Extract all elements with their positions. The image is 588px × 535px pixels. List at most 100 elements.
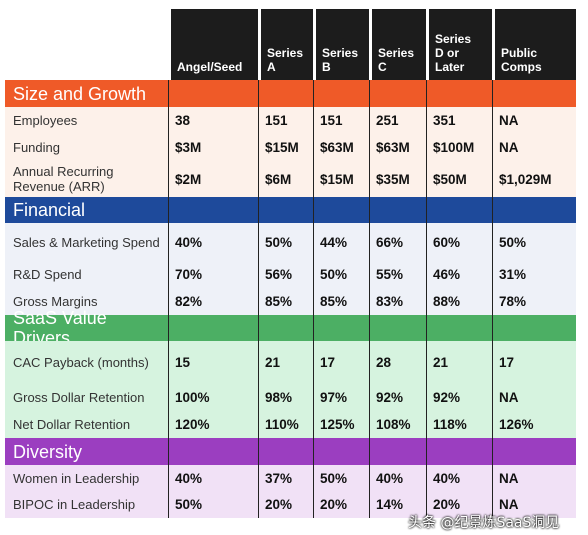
table-cell: 151	[258, 107, 313, 134]
column-header: Series B	[313, 9, 369, 80]
table-cell: 151	[313, 107, 369, 134]
table-cell: NA	[492, 107, 576, 134]
section-band	[313, 315, 369, 341]
table-cell: 37%	[258, 465, 313, 491]
section-band	[258, 197, 313, 223]
table-cell: 56%	[258, 261, 313, 288]
row-label: Women in Leadership	[5, 465, 168, 491]
section-band	[168, 315, 258, 341]
table-cell: 351	[426, 107, 492, 134]
section-band	[426, 80, 492, 107]
table-cell: 70%	[168, 261, 258, 288]
section-title: Size and Growth	[5, 80, 168, 107]
section-band	[492, 315, 576, 341]
table-cell: $50M	[426, 161, 492, 197]
column-header: Public Comps	[492, 9, 576, 80]
table-cell: 20%	[313, 491, 369, 518]
table-cell: 44%	[313, 223, 369, 261]
table-cell: 40%	[369, 465, 426, 491]
section-band	[369, 438, 426, 465]
table-cell: 98%	[258, 384, 313, 411]
column-header-label: Angel/Seed	[177, 60, 243, 74]
column-header: Series C	[369, 9, 426, 80]
table-cell: NA	[492, 465, 576, 491]
table-cell: NA	[492, 491, 576, 518]
table-cell: 60%	[426, 223, 492, 261]
watermark: 头条 @纪景炼SaaS洞见	[408, 515, 560, 531]
section-band	[168, 80, 258, 107]
row-label: BIPOC in Leadership	[5, 491, 168, 518]
table-cell: NA	[492, 134, 576, 161]
table-cell: 88%	[426, 288, 492, 315]
section-title: Diversity	[5, 438, 168, 465]
table-cell: $100M	[426, 134, 492, 161]
row-label: Net Dollar Retention	[5, 411, 168, 438]
column-header: Series A	[258, 9, 313, 80]
section-band	[168, 197, 258, 223]
row-label: R&D Spend	[5, 261, 168, 288]
section-band	[426, 315, 492, 341]
section-band	[426, 438, 492, 465]
table-cell: $63M	[369, 134, 426, 161]
section-band	[258, 438, 313, 465]
row-label: Gross Dollar Retention	[5, 384, 168, 411]
column-header-label: Series A	[267, 46, 304, 74]
table-cell: 110%	[258, 411, 313, 438]
table-cell: 17	[313, 341, 369, 384]
header-corner	[5, 9, 168, 80]
table-cell: 118%	[426, 411, 492, 438]
row-label: Gross Margins	[5, 288, 168, 315]
column-header: Series D or Later	[426, 9, 492, 80]
table-cell: $63M	[313, 134, 369, 161]
table-cell: 100%	[168, 384, 258, 411]
section-title: SaaS Value Drivers	[5, 308, 168, 348]
table-cell: 40%	[168, 223, 258, 261]
column-header-label: Series C	[378, 46, 415, 74]
table-cell: 92%	[369, 384, 426, 411]
column-header-label: Public Comps	[501, 46, 542, 74]
table-cell: 17	[492, 341, 576, 384]
comparison-table: Angel/Seed Series A Series B Series C Se…	[5, 9, 585, 531]
table-cell: 50%	[313, 261, 369, 288]
table-cell: 15	[168, 341, 258, 384]
section-band	[313, 438, 369, 465]
section-band	[168, 438, 258, 465]
table-cell: 50%	[313, 465, 369, 491]
section-band	[258, 315, 313, 341]
table-cell: 50%	[168, 491, 258, 518]
section-band	[369, 197, 426, 223]
table-cell: $35M	[369, 161, 426, 197]
table-cell: 20%	[258, 491, 313, 518]
section-band	[369, 80, 426, 107]
section-band	[369, 315, 426, 341]
table-cell: 55%	[369, 261, 426, 288]
table-cell: $2M	[168, 161, 258, 197]
section-band	[492, 80, 576, 107]
column-header: Angel/Seed	[168, 9, 258, 80]
table-cell: 21	[258, 341, 313, 384]
row-label: Annual Recurring Revenue (ARR)	[5, 161, 168, 197]
table-cell: 125%	[313, 411, 369, 438]
table-cell: 40%	[168, 465, 258, 491]
table-cell: 85%	[313, 288, 369, 315]
row-label: Employees	[5, 107, 168, 134]
table-cell: 46%	[426, 261, 492, 288]
row-label: Funding	[5, 134, 168, 161]
table-cell: 50%	[492, 223, 576, 261]
table-cell: 82%	[168, 288, 258, 315]
table-cell: 20%	[426, 491, 492, 518]
table-cell: 83%	[369, 288, 426, 315]
row-label: Sales & Marketing Spend	[5, 223, 168, 261]
table-cell: 31%	[492, 261, 576, 288]
table-cell: $3M	[168, 134, 258, 161]
row-label: CAC Payback (months)	[5, 341, 168, 384]
section-band	[492, 438, 576, 465]
table-cell: 78%	[492, 288, 576, 315]
table-cell: $6M	[258, 161, 313, 197]
column-header-label: Series D or Later	[435, 32, 472, 74]
table-cell: 28	[369, 341, 426, 384]
table-cell: 108%	[369, 411, 426, 438]
table-cell: 50%	[258, 223, 313, 261]
table-cell: 40%	[426, 465, 492, 491]
section-band	[426, 197, 492, 223]
